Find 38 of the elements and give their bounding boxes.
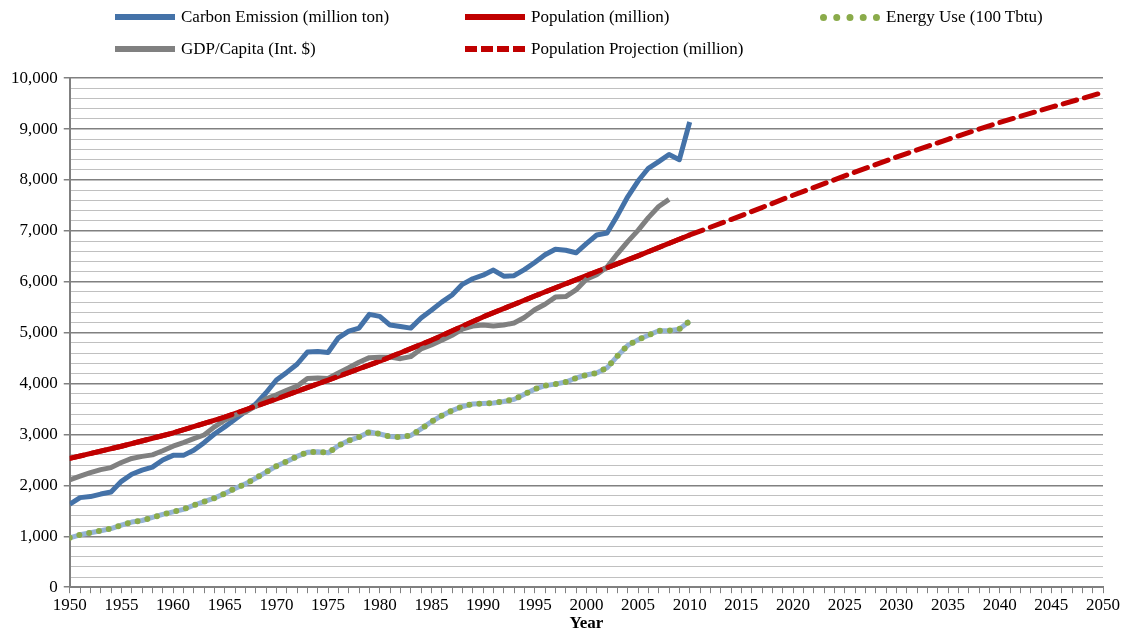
x-tick-label: 2005 <box>621 594 656 614</box>
x-tick-label: 1970 <box>259 594 294 614</box>
x-tick-label: 2010 <box>672 594 707 614</box>
legend-label: GDP/Capita (Int. $) <box>181 39 316 59</box>
x-tick-label: 2030 <box>879 594 914 614</box>
y-tick-label: 0 <box>49 576 58 596</box>
x-tick-label: 2035 <box>931 594 966 614</box>
y-tick-label: 10,000 <box>11 67 58 87</box>
legend-label: Energy Use (100 Tbtu) <box>886 7 1043 27</box>
x-tick-label: 2020 <box>776 594 811 614</box>
x-tick-label: 1985 <box>414 594 449 614</box>
y-tick-label: 5,000 <box>19 322 58 342</box>
x-tick-label: 1960 <box>156 594 191 614</box>
x-tick-label: 1980 <box>362 594 397 614</box>
x-tick-label: 2025 <box>827 594 862 614</box>
legend-label: Carbon Emission (million ton) <box>181 7 390 27</box>
y-tick-label: 1,000 <box>19 525 58 545</box>
x-tick-label: 1950 <box>52 594 87 614</box>
y-tick-label: 6,000 <box>19 271 58 291</box>
y-tick-label: 9,000 <box>19 118 58 138</box>
y-tick-label: 4,000 <box>19 373 58 393</box>
y-tick-label: 3,000 <box>19 423 58 443</box>
x-tick-label: 1955 <box>104 594 139 614</box>
x-tick-label: 2050 <box>1086 594 1120 614</box>
x-tick-label: 2015 <box>724 594 759 614</box>
x-tick-label: 2000 <box>569 594 604 614</box>
x-tick-label: 2040 <box>982 594 1017 614</box>
x-tick-label: 1995 <box>517 594 552 614</box>
x-tick-label: 1965 <box>207 594 242 614</box>
y-tick-label: 8,000 <box>19 169 58 189</box>
y-tick-label: 2,000 <box>19 474 58 494</box>
x-tick-label: 1975 <box>311 594 346 614</box>
legend-label: Population (million) <box>531 7 670 27</box>
x-tick-label: 2045 <box>1034 594 1069 614</box>
x-tick-label: 1990 <box>466 594 501 614</box>
legend-label: Population Projection (million) <box>531 39 744 59</box>
y-tick-label: 7,000 <box>19 220 58 240</box>
x-axis-title: Year <box>569 613 604 633</box>
